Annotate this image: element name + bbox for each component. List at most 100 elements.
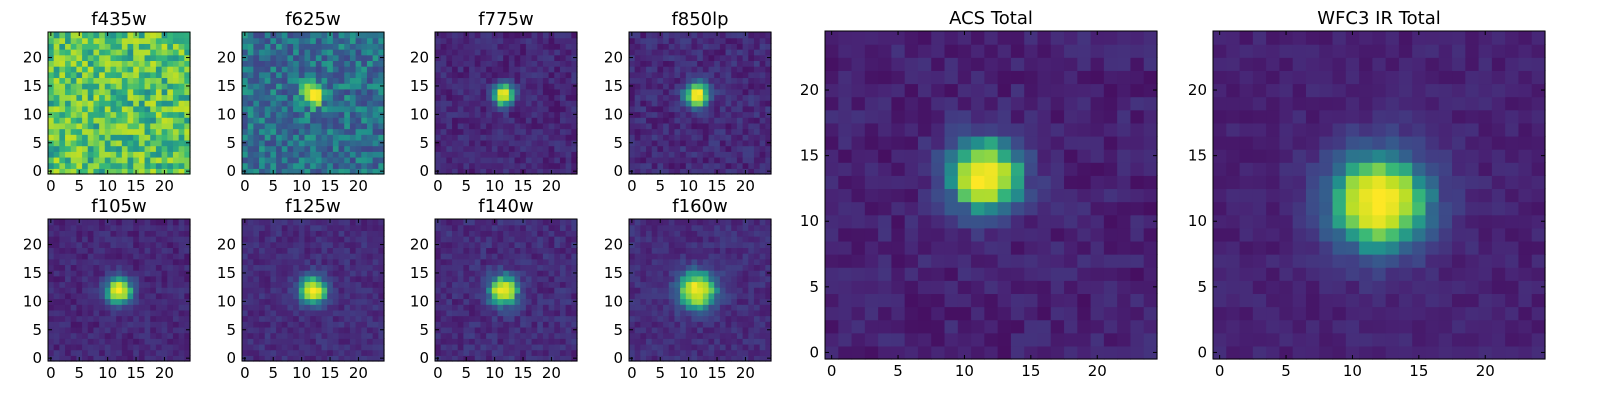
heatmap-cell — [310, 156, 317, 164]
heatmap-cell — [646, 77, 653, 84]
heatmap-cell — [332, 275, 340, 283]
heatmap-cell — [1037, 96, 1052, 111]
heatmap-cell — [702, 117, 710, 124]
heatmap-cell — [685, 128, 693, 135]
heatmap-cell — [542, 349, 550, 356]
heatmap-cell — [349, 122, 357, 130]
heatmap-cell — [99, 122, 106, 130]
heatmap-cell — [1103, 31, 1118, 45]
heatmap-cell — [315, 224, 323, 231]
heatmap-cell — [332, 83, 340, 90]
heatmap-cell — [53, 168, 60, 175]
heatmap-cell — [725, 168, 732, 175]
x-tick-label: 15 — [320, 177, 339, 195]
heatmap-cell — [178, 145, 185, 152]
heatmap-cell — [293, 145, 300, 152]
heatmap-cell — [184, 37, 191, 44]
heatmap-cell — [321, 94, 328, 101]
heatmap-cell — [497, 54, 504, 61]
heatmap-cell — [59, 315, 66, 322]
heatmap-cell — [332, 224, 340, 231]
heatmap-cell — [702, 151, 710, 158]
heatmap-cell — [753, 105, 761, 113]
heatmap-cell — [697, 60, 704, 67]
heatmap-cell — [486, 338, 493, 345]
heatmap-cell — [172, 292, 180, 300]
heatmap-cell — [971, 214, 985, 229]
heatmap-cell — [708, 117, 715, 124]
heatmap-cell — [640, 122, 647, 130]
heatmap-cell — [59, 264, 66, 271]
heatmap-cell — [253, 236, 260, 243]
heatmap-cell — [53, 332, 60, 339]
heatmap-cell — [542, 128, 550, 135]
heatmap-cell — [155, 94, 163, 101]
heatmap-cell — [708, 100, 715, 107]
heatmap-cell — [332, 326, 340, 334]
heatmap-cell — [104, 151, 112, 158]
panel-title: f625w — [285, 9, 340, 30]
heatmap-cell — [110, 247, 117, 254]
heatmap-cell — [110, 298, 117, 305]
heatmap-cell — [680, 128, 687, 135]
heatmap-cell — [127, 49, 134, 56]
heatmap-cell — [457, 128, 464, 135]
heatmap-cell — [133, 43, 140, 50]
heatmap-cell — [155, 326, 163, 334]
heatmap-cell — [759, 122, 766, 130]
heatmap-cell — [651, 66, 658, 73]
heatmap-cell — [93, 162, 100, 169]
heatmap-cell — [121, 49, 129, 56]
heatmap-cell — [554, 94, 561, 101]
heatmap-cell — [366, 315, 374, 322]
heatmap-cell — [161, 54, 168, 61]
heatmap-cell — [372, 139, 379, 147]
heatmap-cell — [349, 253, 357, 260]
heatmap-cell — [76, 117, 83, 124]
heatmap-cell — [155, 292, 163, 300]
heatmap-cell — [127, 258, 134, 266]
heatmap-cell — [298, 71, 306, 79]
heatmap-cell — [997, 240, 1012, 255]
heatmap-cell — [59, 349, 66, 356]
heatmap-cell — [82, 219, 89, 226]
heatmap-cell — [70, 128, 77, 135]
heatmap-cell — [931, 135, 946, 150]
heatmap-cell — [486, 32, 493, 39]
heatmap-cell — [1130, 319, 1145, 334]
heatmap-cell — [474, 281, 482, 288]
heatmap-cell — [508, 71, 516, 79]
heatmap-cell — [355, 117, 362, 124]
heatmap-cell — [651, 151, 658, 158]
heatmap-cell — [537, 128, 544, 135]
heatmap-cell — [537, 100, 544, 107]
heatmap-cell — [99, 88, 106, 96]
heatmap-cell — [378, 258, 385, 266]
heatmap-cell — [321, 241, 328, 248]
heatmap-cell — [435, 145, 442, 152]
heatmap-cell — [1143, 31, 1158, 45]
heatmap-cell — [971, 122, 985, 137]
heatmap-cell — [104, 117, 112, 124]
heatmap-cell — [931, 214, 946, 229]
heatmap-cell — [1037, 319, 1052, 334]
heatmap-cell — [525, 343, 533, 351]
heatmap-cell — [276, 281, 283, 288]
heatmap-cell — [571, 287, 578, 294]
heatmap-cell — [736, 100, 744, 107]
heatmap-cell — [497, 37, 504, 44]
heatmap-cell — [997, 201, 1012, 216]
heatmap-cell — [372, 321, 379, 328]
heatmap-cell — [315, 349, 323, 356]
heatmap-cell — [931, 293, 946, 308]
heatmap-cell — [332, 241, 340, 248]
heatmap-cell — [59, 66, 66, 73]
heatmap-cell — [742, 71, 749, 79]
heatmap-cell — [70, 224, 77, 231]
heatmap-cell — [497, 343, 504, 351]
heatmap-cell — [463, 287, 470, 294]
heatmap-cell — [474, 37, 482, 44]
heatmap-cell — [944, 201, 959, 216]
heatmap-cell — [457, 83, 464, 90]
